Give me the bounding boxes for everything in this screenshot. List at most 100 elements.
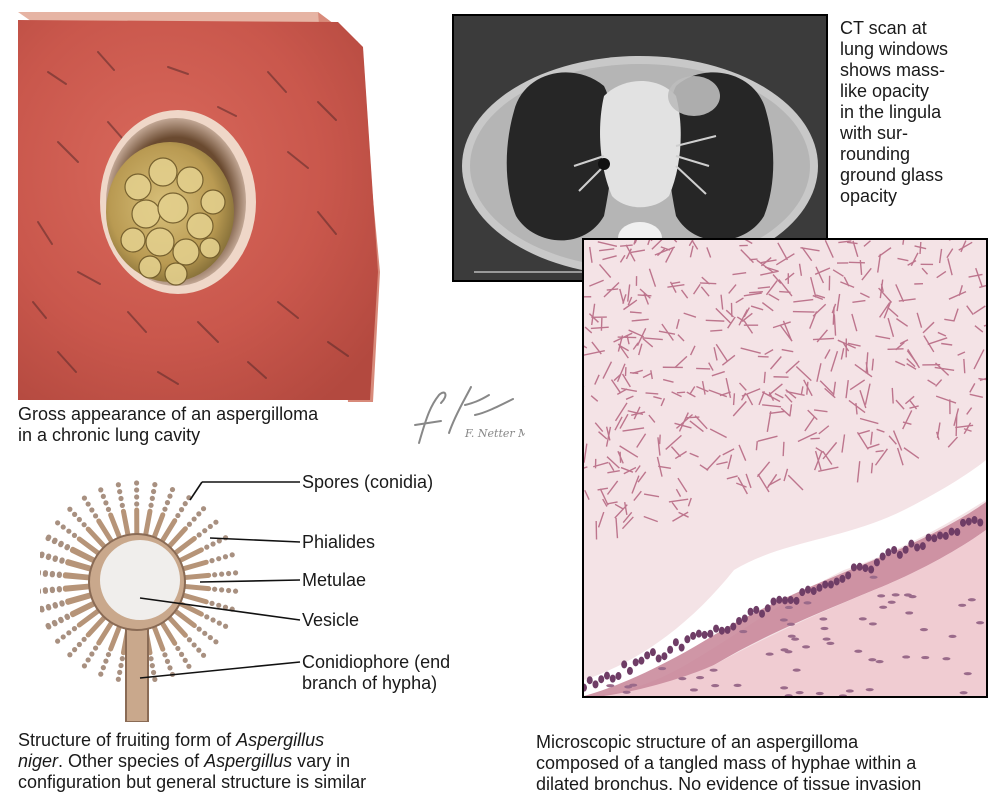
spore	[45, 603, 51, 610]
hypha-strand	[797, 431, 818, 443]
hypha-strand	[895, 284, 905, 303]
hypha-strand	[916, 312, 923, 328]
stromal-nucleus	[803, 601, 812, 605]
hypha-strand	[813, 451, 823, 471]
hypha-strand	[812, 303, 827, 317]
stromal-nucleus	[845, 689, 854, 693]
hypha-strand	[879, 302, 891, 318]
hypha-strand	[617, 335, 624, 352]
hypha-strand	[795, 365, 812, 382]
phialide	[172, 536, 197, 556]
stromal-nucleus	[903, 593, 912, 597]
hypha-strand	[902, 410, 913, 430]
hypha-strand	[822, 450, 833, 465]
hypha-strand	[610, 379, 622, 394]
stromal-nucleus	[958, 603, 967, 607]
epithelial-nucleus	[695, 629, 702, 638]
hypha-strand	[589, 246, 593, 263]
hypha-strand	[969, 393, 983, 398]
epithelial-nucleus	[937, 531, 944, 540]
epithelial-nucleus	[827, 580, 834, 589]
epithelial-nucleus	[793, 596, 800, 605]
hypha-strand	[651, 240, 663, 250]
stromal-nucleus	[905, 611, 914, 615]
hypha-strand	[978, 377, 986, 381]
stromal-nucleus	[877, 594, 886, 598]
stromal-nucleus	[622, 690, 631, 694]
hypha-strand	[935, 395, 957, 404]
stromal-nucleus	[784, 694, 793, 696]
spore	[178, 507, 185, 513]
spore	[64, 543, 71, 550]
hypha-strand	[789, 404, 793, 417]
structure-caption: Structure of fruiting form of Aspergillu…	[18, 730, 438, 793]
hypha-strand	[710, 329, 723, 332]
spore	[191, 516, 197, 522]
epithelial-nucleus	[586, 676, 593, 685]
hypha-strand	[902, 240, 905, 245]
hypha-strand	[966, 305, 974, 316]
label-phialides: Phialides	[302, 532, 376, 552]
caption-text: . Other species of	[58, 751, 205, 771]
hypha-strand	[921, 267, 929, 275]
hypha-strand	[895, 399, 905, 410]
hypha-strand	[946, 248, 954, 259]
phialide	[177, 547, 204, 564]
hypha-strand	[963, 358, 966, 374]
hypha-strand	[944, 318, 955, 322]
hypha-strand	[740, 347, 761, 354]
hypha-strand	[591, 341, 602, 355]
epithelial-nucleus	[787, 596, 794, 605]
hypha-strand	[738, 382, 747, 391]
epithelial-nucleus	[971, 515, 978, 524]
epithelial-nucleus	[850, 563, 857, 572]
hypha-strand	[671, 501, 679, 511]
hypha-strand	[870, 431, 873, 445]
hypha-strand	[874, 448, 888, 466]
hypha-strand	[732, 393, 736, 406]
hypha-strand	[647, 240, 651, 246]
hypha-strand	[634, 465, 641, 473]
spore	[92, 645, 99, 651]
phialide	[62, 572, 92, 580]
hypha-strand	[904, 395, 915, 405]
spore	[202, 630, 208, 636]
epithelial-nucleus	[701, 630, 708, 639]
hypha-strand	[841, 434, 846, 453]
stromal-nucleus	[802, 645, 811, 649]
spore	[119, 502, 125, 508]
spore	[219, 571, 225, 577]
spore	[81, 495, 88, 501]
hypha-strand	[705, 454, 721, 471]
epithelial-nucleus	[747, 607, 754, 616]
hypha-strand	[662, 378, 674, 383]
hypha-strand	[667, 283, 685, 288]
hypha-strand	[775, 253, 795, 266]
stromal-nucleus	[921, 655, 930, 660]
hypha-strand	[983, 324, 986, 327]
label-leader-lines	[139, 481, 301, 679]
label-conidiophore: Conidiophore (end branch of hypha)	[302, 652, 450, 694]
hypha-strand	[696, 385, 709, 393]
hypha-strand	[848, 261, 865, 264]
hypha-strand	[622, 511, 633, 524]
epithelial-nucleus	[603, 671, 610, 680]
stromal-nucleus	[624, 685, 633, 689]
epithelial-nucleus	[879, 552, 886, 561]
hypha-strand	[878, 247, 892, 258]
hypha-strand	[760, 270, 779, 276]
hypha-strand	[625, 248, 632, 260]
hypha-strand	[934, 362, 950, 376]
hypha-strand	[760, 259, 777, 264]
hypha-strand	[584, 326, 593, 334]
spore	[175, 512, 181, 519]
spore	[182, 657, 188, 663]
spore	[51, 619, 57, 626]
hypha-strand	[871, 358, 875, 371]
hypha-strand	[621, 387, 637, 393]
hypha-strand	[757, 473, 770, 493]
hypha-strand	[619, 345, 629, 352]
epithelial-nucleus	[638, 656, 645, 665]
phialide	[180, 559, 209, 572]
hypha-strand	[672, 511, 689, 522]
